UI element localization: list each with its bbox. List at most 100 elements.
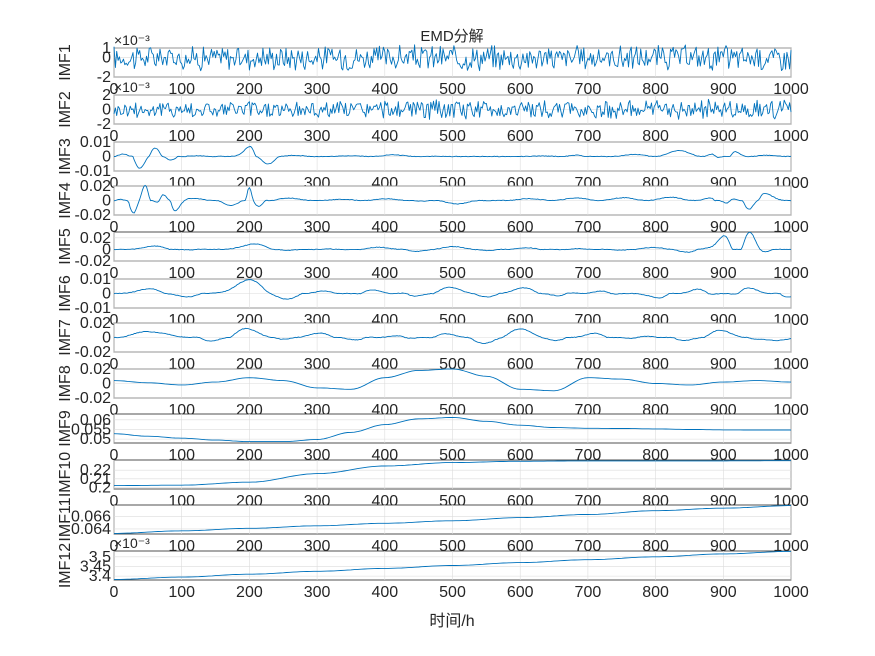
y-tick-label: 0.05 — [80, 431, 111, 448]
axis-exponent: ×10⁻³ — [114, 79, 150, 95]
y-tick-label: -0.02 — [75, 207, 112, 224]
y-tick-label: 0 — [102, 149, 111, 166]
imf-series-line — [113, 327, 792, 345]
y-tick-label: -2 — [97, 116, 111, 133]
y-axis-label: IMF1 — [57, 44, 74, 81]
y-tick-label: -0.02 — [75, 253, 112, 270]
x-tick-label: 0 — [110, 128, 119, 145]
x-tick-label: 1000 — [773, 584, 809, 601]
x-tick-label: 1000 — [773, 128, 809, 145]
y-tick-label: 1 — [102, 40, 111, 57]
imf-series-line — [113, 279, 792, 300]
y-tick-label: 0.064 — [71, 521, 111, 538]
y-tick-label: 0 — [102, 286, 111, 303]
x-tick-label: 700 — [575, 128, 602, 145]
y-axis-label: IMF5 — [57, 228, 74, 265]
x-tick-label: 0 — [110, 493, 119, 510]
x-tick-label: 0 — [110, 175, 119, 192]
x-tick-label: 700 — [575, 265, 602, 282]
y-tick-label: 0.01 — [80, 271, 111, 288]
y-axis-label: IMF9 — [57, 410, 74, 447]
y-axis-label: IMF12 — [57, 543, 74, 588]
x-tick-label: 200 — [236, 584, 263, 601]
y-tick-label: -0.02 — [75, 390, 112, 407]
y-tick-label: 0 — [102, 193, 111, 210]
imf-series-line — [114, 146, 792, 169]
x-tick-label: 700 — [575, 81, 602, 98]
y-tick-label: 0 — [102, 376, 111, 393]
x-tick-label: 700 — [575, 584, 602, 601]
y-tick-label: 0.01 — [80, 134, 111, 151]
y-axis-label: IMF10 — [57, 452, 74, 497]
panel-12: 3.43.453.50 100 200 300 400 500 600 700 800 900 10… — [57, 535, 809, 601]
x-tick-label: 300 — [304, 265, 331, 282]
x-tick-label: 300 — [304, 81, 331, 98]
x-tick-label: 200 — [236, 81, 263, 98]
x-tick-label: 300 — [304, 128, 331, 145]
imf-series-line — [114, 505, 791, 534]
y-tick-label: 0.02 — [80, 361, 111, 378]
y-tick-label: 2 — [102, 87, 111, 104]
axis-exponent: ×10⁻³ — [114, 32, 150, 48]
y-axis-label: IMF7 — [57, 319, 74, 356]
x-tick-label: 500 — [439, 128, 466, 145]
y-tick-label: 3.5 — [89, 549, 111, 566]
x-tick-label: 900 — [710, 584, 737, 601]
y-tick-label: 0.06 — [80, 412, 111, 429]
y-tick-label: 0 — [102, 50, 111, 67]
x-tick-label: 0 — [110, 447, 119, 464]
x-tick-label: 100 — [168, 81, 195, 98]
x-tick-label: 800 — [642, 265, 669, 282]
x-tick-label: 500 — [439, 81, 466, 98]
y-axis-label: IMF8 — [57, 365, 74, 402]
x-tick-label: 400 — [371, 584, 398, 601]
axis-exponent: ×10⁻³ — [114, 535, 150, 551]
x-tick-label: 0 — [110, 538, 119, 555]
x-tick-label: 800 — [642, 81, 669, 98]
y-tick-label: 0.22 — [80, 462, 111, 479]
x-tick-label: 1000 — [773, 81, 809, 98]
x-tick-label: 0 — [110, 265, 119, 282]
y-axis-label: IMF2 — [57, 91, 74, 128]
x-tick-label: 800 — [642, 128, 669, 145]
y-tick-label: 0.21 — [80, 471, 111, 488]
x-tick-label: 200 — [236, 128, 263, 145]
x-tick-label: 300 — [304, 584, 331, 601]
imf-series-line — [113, 231, 792, 253]
x-tick-label: 900 — [710, 265, 737, 282]
x-tick-label: 800 — [642, 584, 669, 601]
y-tick-label: 0.066 — [71, 508, 111, 525]
x-tick-label: 600 — [507, 265, 534, 282]
x-tick-label: 0 — [110, 81, 119, 98]
y-axis-label: IMF6 — [57, 275, 74, 312]
x-tick-label: 400 — [371, 128, 398, 145]
x-tick-label: 0 — [110, 402, 119, 419]
y-axis-label: IMF3 — [57, 138, 74, 175]
y-tick-label: -0.01 — [75, 300, 112, 317]
y-tick-label: 0.02 — [80, 230, 111, 247]
y-tick-label: 0.02 — [80, 315, 111, 332]
x-tick-label: 0 — [110, 312, 119, 329]
imf-series-line — [113, 417, 791, 443]
x-tick-label: 0 — [110, 219, 119, 236]
x-axis-label: 时间/h — [429, 612, 474, 630]
y-tick-label: 0 — [102, 330, 111, 347]
y-axis-label: IMF4 — [57, 182, 74, 219]
y-tick-label: 3.45 — [80, 558, 111, 575]
y-tick-label: 0 — [102, 102, 111, 119]
x-tick-label: 100 — [168, 584, 195, 601]
y-tick-label: 0.2 — [89, 479, 111, 496]
panel-10: 0.20.210.220 100 200 300 400 500 600 700 800 900 1… — [57, 452, 809, 510]
y-tick-label: 3.4 — [89, 568, 111, 585]
y-tick-label: 0.02 — [80, 178, 111, 195]
